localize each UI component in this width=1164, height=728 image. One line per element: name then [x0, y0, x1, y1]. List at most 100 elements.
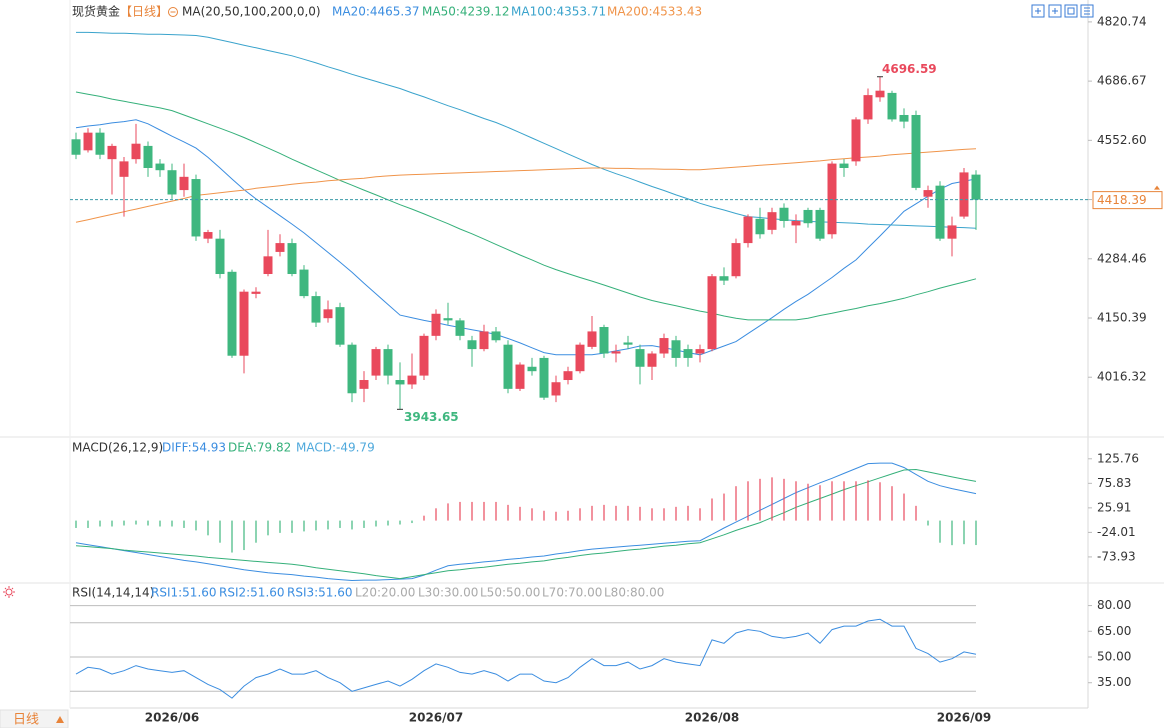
candle-body [287, 243, 297, 275]
moving-average-line [75, 119, 977, 356]
candle-body [443, 318, 453, 321]
candle-body [155, 163, 165, 171]
y-tick-label: 4686.67 [1097, 74, 1147, 88]
candle-body [143, 145, 153, 168]
candle-body [179, 176, 189, 191]
candle-body [371, 349, 381, 376]
candle-body [491, 331, 501, 341]
x-tick-label: 2026/06 [145, 711, 199, 725]
candle-body [911, 114, 921, 188]
candle-body [311, 296, 321, 323]
candle-body [587, 331, 597, 347]
y-tick-label: 4284.46 [1097, 251, 1147, 265]
legend-label: MA50:4239.12 [422, 5, 510, 19]
candle-body [695, 349, 705, 354]
rsi-settings-icon[interactable] [3, 586, 15, 598]
candle-body [863, 95, 873, 120]
candle-body [659, 338, 669, 354]
candle-body [635, 349, 645, 367]
low-annotation: 3943.65 [404, 410, 459, 424]
candle-body [455, 320, 465, 336]
price-label-box [1092, 191, 1163, 210]
y-tick-label: 50.00 [1097, 650, 1131, 664]
candle-body [947, 225, 957, 239]
candle-body [71, 139, 81, 155]
period-button-arrow [56, 716, 64, 723]
panel-title: RSI(14,14,14) [72, 586, 154, 600]
candle-body [83, 132, 93, 151]
candle-body [263, 256, 273, 275]
candle-body [479, 331, 489, 350]
candle-body [131, 143, 141, 160]
tool-button[interactable] [1064, 4, 1078, 18]
candle-body [515, 364, 525, 389]
tool-button[interactable] [1031, 4, 1045, 18]
candle-body [851, 119, 861, 162]
candle-body [887, 92, 897, 120]
candle-body [563, 371, 573, 381]
candle-body [227, 271, 237, 356]
candle-body [323, 309, 333, 319]
price-arrow [1154, 185, 1160, 190]
legend-label: DIFF:54.93 [162, 441, 226, 455]
period-button[interactable] [0, 709, 69, 728]
candle-body [707, 276, 717, 350]
candle-body [215, 238, 225, 275]
candle-body [275, 243, 285, 252]
legend-label: RSI2:51.60 [219, 586, 285, 600]
y-tick-label: 4016.32 [1097, 370, 1147, 384]
y-tick-label: 75.83 [1097, 476, 1131, 490]
candle-body [623, 342, 633, 345]
legend-label: MA100:4353.71 [511, 5, 606, 19]
x-tick-label: 2026/09 [937, 711, 991, 725]
candle-body [647, 353, 657, 367]
tool-button[interactable] [1048, 4, 1062, 18]
legend-label: L30:30.00 [418, 586, 478, 600]
tool-button[interactable] [1080, 4, 1094, 18]
candle-body [971, 174, 981, 200]
candle-body [743, 216, 753, 244]
price-label: 4418.39 [1097, 193, 1147, 207]
high-annotation: 4696.59 [882, 62, 937, 76]
x-tick-label: 2026/07 [409, 711, 463, 725]
legend-label: L20:20.00 [355, 586, 415, 600]
toggle-icon[interactable] [168, 7, 178, 17]
y-tick-label: 125.76 [1097, 451, 1139, 465]
moving-average-line [76, 31, 977, 229]
candle-body [407, 375, 417, 385]
chart-subtitle: 【日线】 [120, 5, 168, 19]
candle-body [431, 313, 441, 336]
candle-body [899, 114, 909, 122]
legend-label: L80:80.00 [604, 586, 664, 600]
legend-label: MACD:-49.79 [296, 441, 375, 455]
period-button-label[interactable]: 日线 [13, 713, 39, 728]
y-tick-label: 4150.39 [1097, 311, 1147, 325]
candle-body [383, 349, 393, 376]
candle-body [503, 344, 513, 389]
candle-body [359, 380, 369, 389]
legend-label: RSI3:51.60 [287, 586, 353, 600]
candle-body [167, 170, 177, 195]
candle-body [191, 179, 201, 237]
candle-body [815, 209, 825, 239]
y-tick-label: 4820.74 [1097, 14, 1147, 28]
legend-label: L50:50.00 [480, 586, 540, 600]
chart-title: 现货黄金 [72, 4, 120, 19]
moving-average-line [75, 148, 977, 223]
candle-body [539, 357, 549, 398]
candle-body [719, 276, 729, 281]
y-tick-label: 80.00 [1097, 598, 1131, 612]
moving-average-line [75, 91, 977, 321]
y-tick-label: -73.93 [1097, 549, 1136, 563]
candle-body [119, 161, 129, 177]
candle-body [923, 190, 933, 197]
legend-label: RSI1:51.60 [151, 586, 217, 600]
toolbar [1031, 4, 1094, 18]
candle-body [959, 172, 969, 217]
candle-body [467, 340, 477, 350]
candle-body [599, 327, 609, 354]
macd-line [75, 462, 977, 582]
candle-body [203, 232, 213, 239]
